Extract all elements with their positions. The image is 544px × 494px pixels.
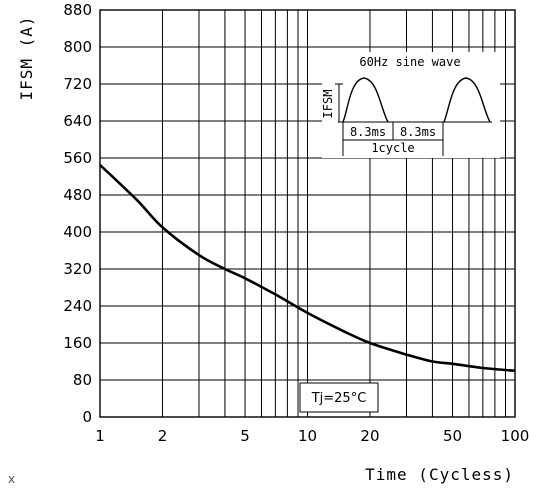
y-tick-label: 800 xyxy=(63,38,92,56)
y-tick-label: 320 xyxy=(63,260,92,278)
inset-y-label: IFSM xyxy=(321,90,335,119)
x-tick-label: 50 xyxy=(443,427,462,445)
inset-title: 60Hz sine wave xyxy=(359,55,460,69)
x-tick-labels: 1 2 5 10 20 50 100 xyxy=(95,427,529,445)
y-tick-labels: 0 80 160 240 320 400 480 560 640 720 800 880 xyxy=(63,1,92,426)
plot-frame xyxy=(99,9,516,418)
x-tick-label: 10 xyxy=(298,427,317,445)
x-tick-label: 5 xyxy=(240,427,250,445)
y-tick-label: 880 xyxy=(63,1,92,19)
y-tick-label: 640 xyxy=(63,112,92,130)
y-tick-label: 560 xyxy=(63,149,92,167)
y-axis-label: IFSM (A) xyxy=(17,15,36,100)
inset-half-period-label-2: 8.3ms xyxy=(400,125,436,139)
y-tick-label: 480 xyxy=(63,186,92,204)
inset-period-label: 1cycle xyxy=(371,141,414,155)
inset-half-wave-2 xyxy=(443,77,491,123)
stray-mark: x xyxy=(8,472,16,486)
inset-half-period-label-1: 8.3ms xyxy=(350,125,386,139)
y-tick-label: 720 xyxy=(63,75,92,93)
series-curve xyxy=(99,163,516,373)
y-tick-label: 160 xyxy=(63,334,92,352)
x-tick-label: 2 xyxy=(158,427,168,445)
x-axis-label: Time (Cycless) xyxy=(365,465,514,484)
x-tick-label: 20 xyxy=(360,427,379,445)
y-tick-label: 400 xyxy=(63,223,92,241)
x-tick-label: 100 xyxy=(501,427,530,445)
inset-half-wave-1 xyxy=(342,77,389,123)
temperature-annotation-text: Tj=25°C xyxy=(311,391,367,406)
y-tick-label: 80 xyxy=(73,371,92,389)
inset-waveform: 60Hz sine wave IFSM 8.3ms 8.3ms 1cycle xyxy=(321,52,500,158)
y-tick-label: 0 xyxy=(82,408,92,426)
x-tick-label: 1 xyxy=(95,427,105,445)
y-tick-label: 240 xyxy=(63,297,92,315)
temperature-annotation: Tj=25°C xyxy=(299,382,379,413)
